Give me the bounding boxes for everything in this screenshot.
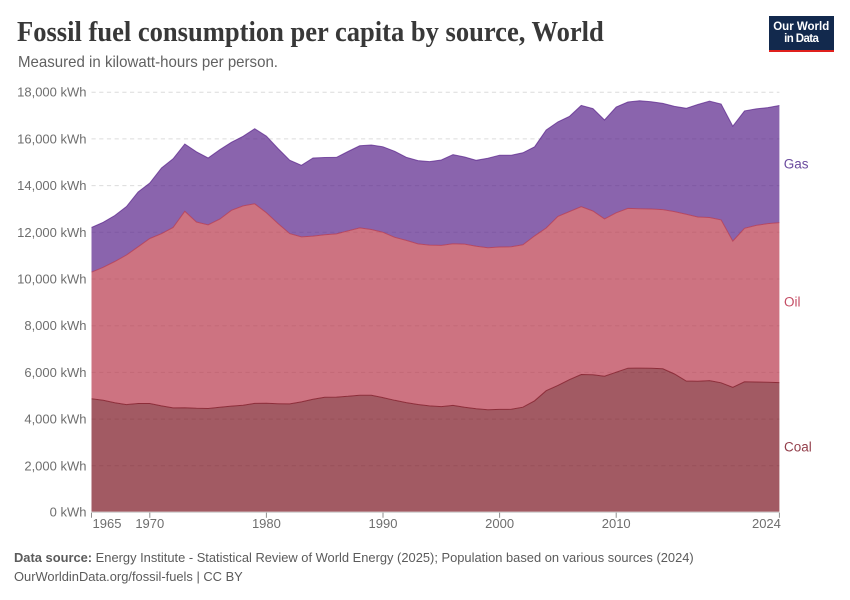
svg-text:Gas: Gas — [784, 157, 809, 172]
svg-text:1965: 1965 — [93, 516, 122, 531]
svg-text:1980: 1980 — [252, 516, 281, 531]
svg-text:2000: 2000 — [485, 516, 514, 531]
svg-text:4,000 kWh: 4,000 kWh — [24, 412, 86, 427]
svg-text:6,000 kWh: 6,000 kWh — [24, 365, 86, 380]
svg-text:14,000 kWh: 14,000 kWh — [17, 178, 86, 193]
svg-text:8,000 kWh: 8,000 kWh — [24, 318, 86, 333]
svg-text:1990: 1990 — [369, 516, 398, 531]
svg-text:Oil: Oil — [784, 295, 801, 310]
svg-text:1970: 1970 — [135, 516, 164, 531]
svg-text:2024: 2024 — [752, 516, 781, 531]
svg-text:12,000 kWh: 12,000 kWh — [17, 225, 86, 240]
svg-text:Coal: Coal — [784, 440, 812, 455]
svg-text:18,000 kWh: 18,000 kWh — [17, 85, 86, 100]
svg-text:0 kWh: 0 kWh — [50, 504, 87, 519]
svg-text:2010: 2010 — [602, 516, 631, 531]
svg-text:10,000 kWh: 10,000 kWh — [17, 272, 86, 287]
svg-text:16,000 kWh: 16,000 kWh — [17, 131, 86, 146]
svg-text:2,000 kWh: 2,000 kWh — [24, 458, 86, 473]
